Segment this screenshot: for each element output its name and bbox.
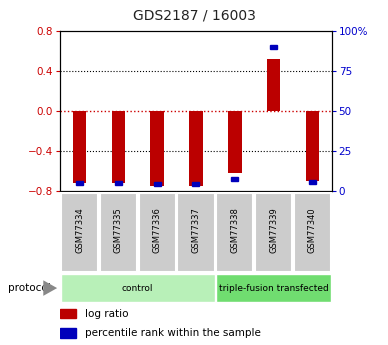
- Text: GSM77336: GSM77336: [152, 207, 162, 253]
- Text: GSM77334: GSM77334: [75, 207, 84, 253]
- FancyBboxPatch shape: [216, 274, 331, 302]
- Text: GSM77340: GSM77340: [308, 208, 317, 253]
- FancyBboxPatch shape: [61, 274, 215, 302]
- Text: GSM77335: GSM77335: [114, 207, 123, 253]
- Text: GSM77339: GSM77339: [269, 207, 278, 253]
- Text: log ratio: log ratio: [85, 308, 128, 318]
- Bar: [60, 309, 76, 318]
- Bar: [192, 182, 199, 186]
- Bar: [76, 181, 83, 186]
- Bar: [189, 111, 203, 186]
- Polygon shape: [43, 280, 57, 296]
- Bar: [270, 45, 277, 49]
- FancyBboxPatch shape: [216, 193, 253, 272]
- FancyBboxPatch shape: [255, 193, 292, 272]
- Text: triple-fusion transfected: triple-fusion transfected: [219, 284, 328, 293]
- FancyBboxPatch shape: [100, 193, 137, 272]
- Bar: [112, 111, 125, 184]
- FancyBboxPatch shape: [61, 193, 98, 272]
- Bar: [154, 182, 161, 186]
- Bar: [151, 111, 164, 186]
- FancyBboxPatch shape: [139, 193, 176, 272]
- FancyBboxPatch shape: [177, 193, 215, 272]
- Text: percentile rank within the sample: percentile rank within the sample: [85, 328, 260, 338]
- Bar: [309, 180, 316, 184]
- Text: GSM77337: GSM77337: [191, 207, 201, 253]
- Bar: [73, 111, 86, 184]
- Bar: [115, 181, 122, 186]
- Bar: [306, 111, 319, 181]
- FancyBboxPatch shape: [294, 193, 331, 272]
- Bar: [228, 111, 241, 174]
- Text: control: control: [122, 284, 154, 293]
- Bar: [60, 328, 76, 337]
- Bar: [231, 177, 238, 181]
- Text: protocol: protocol: [8, 283, 50, 293]
- Bar: [267, 59, 281, 111]
- Text: GDS2187 / 16003: GDS2187 / 16003: [133, 9, 255, 22]
- Text: GSM77338: GSM77338: [230, 207, 239, 253]
